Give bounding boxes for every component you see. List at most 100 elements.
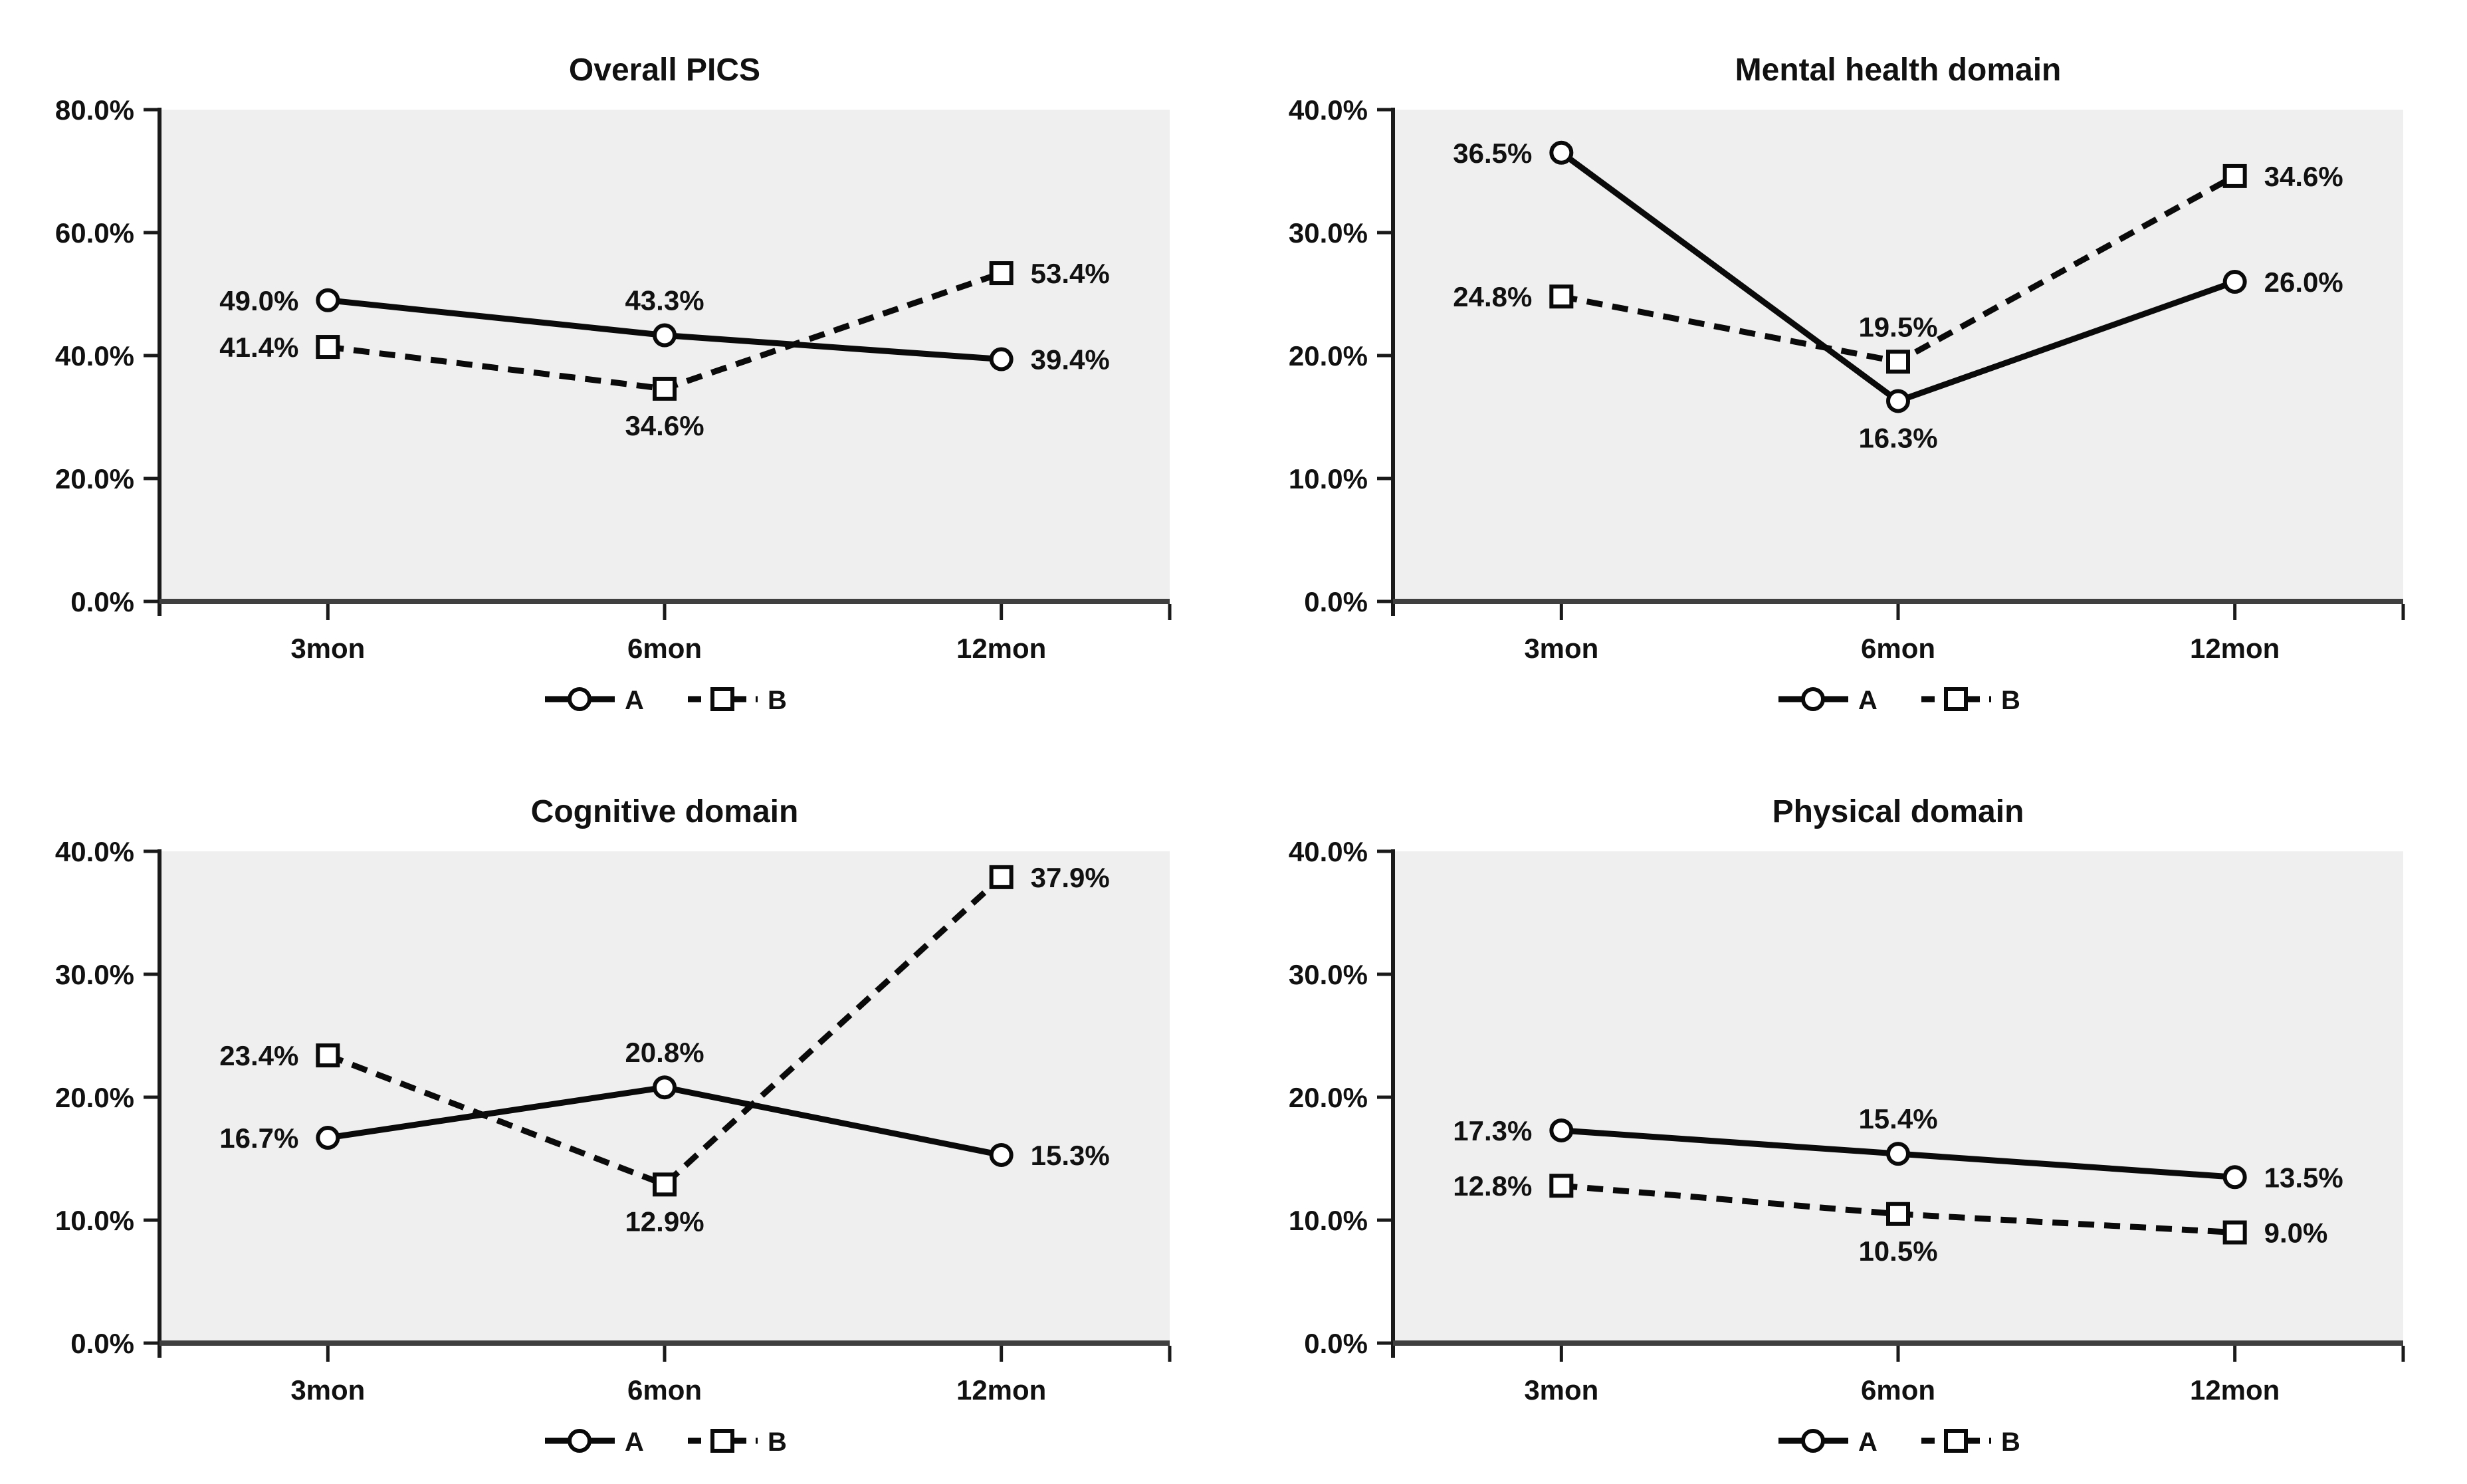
y-tick-label: 40.0% (1289, 836, 1368, 867)
y-tick-label: 20.0% (55, 463, 134, 494)
y-tick-label: 20.0% (55, 1082, 134, 1113)
y-tick-label: 0.0% (1304, 1328, 1368, 1359)
data-label: 16.7% (219, 1122, 298, 1154)
y-tick-label: 10.0% (1289, 1205, 1368, 1236)
data-point-marker-A (1549, 1118, 1574, 1142)
y-tick-label: 20.0% (1289, 340, 1368, 371)
chart-panel-mental-health: Mental health domain 0.0% 10.0% 20.0% 30.0%… (1234, 0, 2467, 742)
x-tick-label: 3mon (290, 1374, 365, 1406)
legend-marker-A (1801, 687, 1825, 711)
data-label: 49.0% (219, 285, 298, 316)
y-tick-label: 30.0% (1289, 217, 1368, 249)
x-tick-label: 3mon (1524, 633, 1598, 664)
y-tick-label: 0.0% (1304, 586, 1368, 617)
data-label: 13.5% (2264, 1162, 2343, 1193)
data-point-marker-A (989, 347, 1014, 371)
chart-panel-cognitive: Cognitive domain 0.0% 10.0% 20.0% 30.0% 40.0… (0, 742, 1234, 1483)
data-label: 12.9% (625, 1206, 704, 1237)
data-label: 36.5% (1453, 138, 1532, 169)
data-point-marker-B (1886, 1202, 1910, 1226)
x-tick-label: 12mon (956, 1374, 1046, 1406)
legend-label: A (625, 1428, 644, 1457)
plot-area (160, 110, 1170, 601)
data-label: 9.0% (2264, 1218, 2328, 1249)
data-point-marker-B (2222, 1220, 2247, 1245)
data-label: 15.4% (1858, 1103, 1937, 1134)
line-chart-mental-health: 0.0% 10.0% 20.0% 30.0% 40.0% 3mon 6mon 12mon 36.… (1289, 94, 2405, 715)
data-label: 15.3% (1031, 1140, 1110, 1171)
chart-title: Overall PICS (568, 53, 761, 88)
x-tick-label: 3mon (290, 633, 365, 664)
x-tick-label: 12mon (2190, 1374, 2280, 1406)
x-tick-label: 12mon (956, 633, 1046, 664)
data-point-marker-A (989, 1142, 1014, 1167)
data-label: 24.8% (1453, 281, 1532, 312)
data-point-marker-A (1549, 140, 1574, 165)
data-point-marker-A (653, 1075, 677, 1100)
legend-label: A (625, 686, 644, 715)
y-tick-label: 30.0% (1289, 959, 1368, 990)
y-tick-label: 40.0% (1289, 94, 1368, 126)
plot-area (1393, 851, 2403, 1343)
data-label: 16.3% (1858, 422, 1937, 453)
legend-marker-B (710, 1429, 734, 1453)
legend-marker-A (568, 687, 591, 711)
data-label: 10.5% (1858, 1235, 1937, 1267)
legend-label: B (2001, 1428, 2020, 1457)
chart-panel-physical: Physical domain 0.0% 10.0% 20.0% 30.0% 40.0%… (1234, 742, 2467, 1483)
y-tick-label: 60.0% (55, 217, 134, 249)
line-chart-physical: 0.0% 10.0% 20.0% 30.0% 40.0% 3mon 6mon 12mon 17.… (1289, 836, 2405, 1457)
legend-marker-B (1944, 687, 1968, 711)
data-point-marker-A (1886, 389, 1910, 413)
data-label: 23.4% (219, 1040, 298, 1071)
data-label: 43.3% (625, 284, 704, 316)
data-point-marker-A (653, 323, 677, 348)
x-tick-label: 6mon (1861, 1374, 1935, 1406)
y-tick-label: 20.0% (1289, 1082, 1368, 1113)
chart-panel-overall-pics: Overall PICS 0.0% 20.0% 40.0% 60.0% 80.0% 3mo… (0, 0, 1234, 742)
data-label: 41.4% (219, 332, 298, 363)
data-point-marker-B (1886, 350, 1910, 374)
legend-label: B (2001, 686, 2020, 715)
legend-label: A (1858, 686, 1877, 715)
data-point-marker-A (316, 1126, 340, 1150)
y-tick-label: 40.0% (55, 836, 134, 867)
line-chart-cognitive: 0.0% 10.0% 20.0% 30.0% 40.0% 3mon 6mon 12mon 16.… (55, 836, 1172, 1457)
data-point-marker-B (2222, 163, 2247, 188)
data-point-marker-B (989, 865, 1014, 889)
data-label: 20.8% (625, 1037, 704, 1068)
data-label: 17.3% (1453, 1115, 1532, 1146)
data-label: 37.9% (1031, 862, 1110, 893)
data-point-marker-A (316, 288, 340, 312)
line-chart-overall-pics: 0.0% 20.0% 40.0% 60.0% 80.0% 3mon 6mon 12mon 49.… (55, 94, 1172, 715)
y-tick-label: 30.0% (55, 959, 134, 990)
data-point-marker-B (316, 335, 340, 360)
data-label: 39.4% (1031, 344, 1110, 375)
data-label: 34.6% (625, 410, 704, 441)
legend-label: B (768, 686, 787, 715)
y-tick-label: 10.0% (1289, 463, 1368, 494)
legend-marker-B (1944, 1429, 1968, 1453)
data-label: 19.5% (1858, 311, 1937, 342)
data-point-marker-A (2222, 270, 2247, 294)
chart-title: Cognitive domain (530, 794, 799, 829)
legend-marker-A (568, 1429, 591, 1453)
data-label: 53.4% (1031, 258, 1110, 289)
x-tick-label: 6mon (1861, 633, 1935, 664)
data-point-marker-A (1886, 1142, 1910, 1166)
chart-title: Mental health domain (1735, 53, 2062, 88)
data-label: 34.6% (2264, 161, 2343, 192)
y-tick-label: 0.0% (70, 1328, 134, 1359)
y-tick-label: 40.0% (55, 340, 134, 371)
data-label: 26.0% (2264, 266, 2343, 298)
legend-marker-A (1801, 1429, 1825, 1453)
x-tick-label: 6mon (627, 633, 702, 664)
data-point-marker-B (1549, 1174, 1574, 1198)
data-label: 12.8% (1453, 1170, 1532, 1202)
y-tick-label: 0.0% (70, 586, 134, 617)
data-point-marker-A (2222, 1165, 2247, 1190)
x-tick-label: 12mon (2190, 633, 2280, 664)
x-tick-label: 3mon (1524, 1374, 1598, 1406)
data-point-marker-B (653, 1172, 677, 1197)
